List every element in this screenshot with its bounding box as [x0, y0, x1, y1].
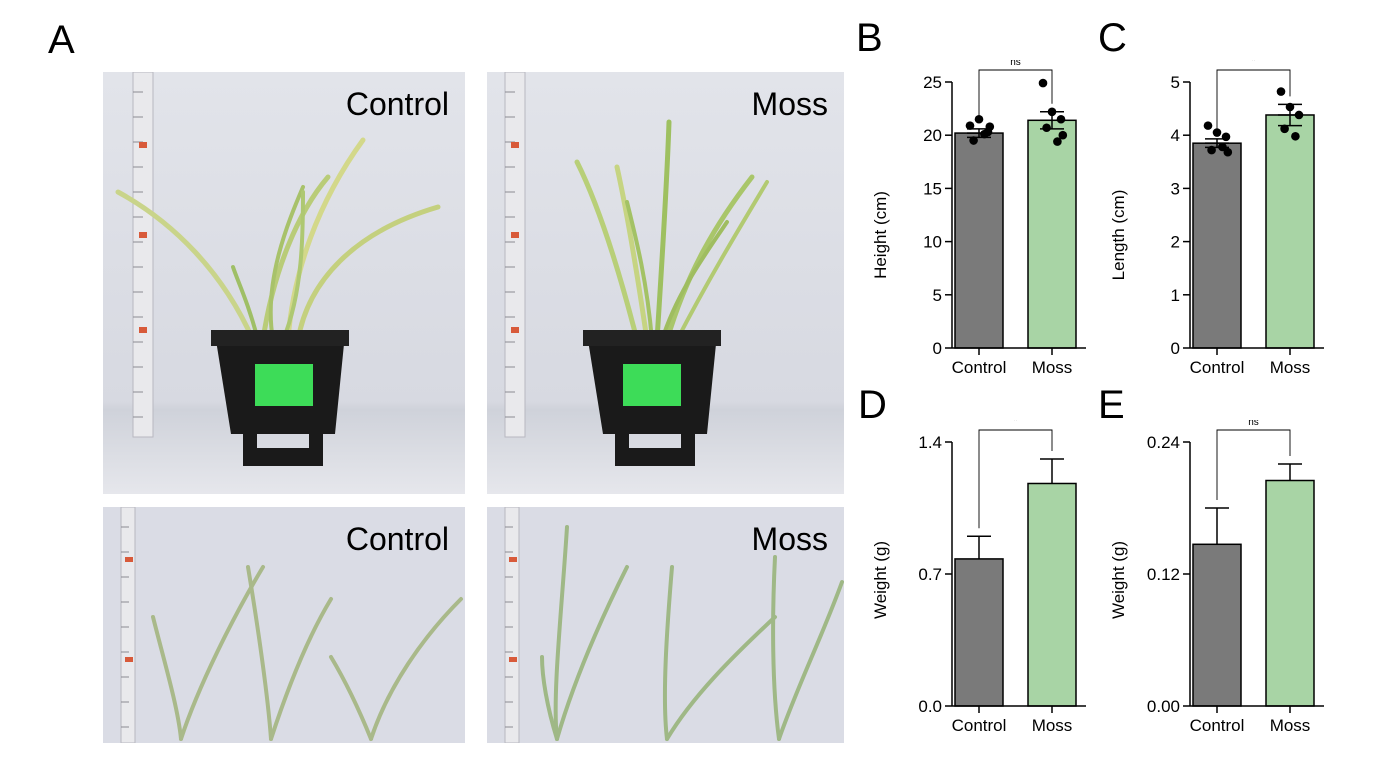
- chart-e-ytick-label: 0.00: [1147, 697, 1180, 716]
- control-tag: [255, 364, 313, 406]
- chart-c-point-control: [1207, 145, 1216, 155]
- chart-c-point-moss: [1280, 124, 1289, 134]
- chart-d-ytick-label: 0.0: [918, 697, 942, 716]
- chart-e-ytick-label: 0.24: [1147, 433, 1180, 452]
- chart-d-ylabel: Weight (g): [871, 541, 890, 619]
- chart-b-ytick-label: 25: [923, 73, 942, 92]
- chart-c-point-control: [1203, 121, 1213, 130]
- chart-b-ytick-label: 15: [923, 179, 942, 198]
- chart-b-point-moss: [1058, 130, 1068, 140]
- chart-b-point-control: [965, 121, 975, 130]
- chart-b-point-moss: [1053, 137, 1062, 146]
- panel-letter-b: B: [856, 16, 883, 60]
- moss-seedlings-illustration: [487, 507, 844, 743]
- chart-c-point-moss: [1294, 110, 1304, 120]
- chart-c-point-moss: [1276, 87, 1286, 96]
- moss-leaves: [574, 119, 769, 343]
- chart-c-point-control: [1223, 147, 1233, 157]
- chart-d-xtick-label-moss: Moss: [1032, 716, 1073, 735]
- chart-c-bar-control: [1192, 142, 1242, 349]
- chart-b-significance-label: ns: [1010, 60, 1021, 68]
- chart-b-height: 0 5 10 15 20 25 Control Moss ns Height (cm): [871, 60, 1086, 377]
- chart-b-point-control: [985, 122, 995, 131]
- chart-b-ytick-label: 10: [923, 233, 942, 252]
- chart-b-bar-control: [954, 132, 1004, 349]
- chart-b-ytick-label: 0: [933, 339, 942, 358]
- photo-moss-seedlings: Moss: [487, 507, 844, 743]
- chart-e-ylabel: Weight (g): [1109, 541, 1128, 619]
- chart-b-point-moss: [1056, 114, 1066, 124]
- chart-c-length: 0 1 2 3 4 5 Control Moss * Length (cm): [1109, 60, 1324, 377]
- chart-c-ytick-label: 3: [1171, 179, 1180, 198]
- chart-c-ytick-label: 1: [1171, 286, 1180, 305]
- chart-c-bar-moss: [1265, 114, 1315, 349]
- chart-c-point-moss: [1291, 131, 1300, 141]
- moss-tag: [623, 364, 681, 406]
- photo-label-control-seedlings: Control: [345, 521, 449, 557]
- chart-e-significance-label: ns: [1248, 420, 1259, 428]
- moss-seedling-leaves: [540, 525, 844, 741]
- panel-letter-a: A: [48, 18, 75, 62]
- chart-b-xtick-label-moss: Moss: [1032, 358, 1073, 377]
- chart-b-bar-moss: [1027, 119, 1077, 349]
- chart-b-point-moss: [1047, 107, 1057, 117]
- chart-e-bar-moss: [1265, 479, 1315, 707]
- photo-control-pot: Control: [103, 72, 465, 494]
- chart-c-ylabel: Length (cm): [1109, 190, 1128, 281]
- photo-label-control-pot: Control: [345, 86, 449, 122]
- photo-label-moss-pot: Moss: [751, 86, 828, 122]
- chart-c-significance-bracket: [1216, 69, 1291, 131]
- chart-c-point-control: [1218, 142, 1227, 152]
- chart-c-xtick-label-moss: Moss: [1270, 358, 1311, 377]
- panel-letter-d: D: [858, 383, 887, 427]
- chart-d-ytick-label: 1.4: [918, 433, 942, 452]
- ruler: [120, 507, 136, 743]
- ruler: [132, 72, 154, 438]
- panel-letter-c: C: [1098, 16, 1127, 60]
- chart-c-point-control: [1221, 132, 1231, 142]
- chart-d-bar-control: [954, 558, 1004, 707]
- chart-b-point-moss: [1038, 78, 1048, 88]
- photo-moss-pot: Moss: [487, 72, 844, 494]
- control-seedlings-illustration: [103, 507, 465, 743]
- chart-e-significance-bracket: [1216, 429, 1291, 500]
- chart-b-ytick-label: 5: [933, 286, 942, 305]
- chart-b-ylabel: Height (cm): [871, 191, 890, 279]
- chart-c-ytick-label: 5: [1171, 73, 1180, 92]
- chart-b-point-control: [969, 136, 978, 145]
- chart-b-point-control: [980, 129, 989, 139]
- chart-e-bar-control: [1192, 543, 1242, 707]
- chart-c-point-control: [1212, 128, 1222, 137]
- control-seedling-leaves: [151, 565, 463, 741]
- chart-d-significance-label: *: [1013, 420, 1019, 429]
- chart-c-xtick-label-control: Control: [1190, 358, 1245, 377]
- chart-e-ytick-label: 0.12: [1147, 565, 1180, 584]
- chart-b-point-moss: [1042, 123, 1051, 133]
- chart-e-xtick-label-control: Control: [1190, 716, 1245, 735]
- control-leaves: [115, 137, 441, 343]
- control-pot-illustration: [103, 72, 465, 494]
- panel-letter-e: E: [1098, 383, 1125, 427]
- chart-d-ytick-label: 0.7: [918, 565, 942, 584]
- ruler: [504, 72, 526, 438]
- moss-pot-illustration: [487, 72, 844, 494]
- photo-label-moss-seedlings: Moss: [751, 521, 828, 557]
- chart-c-point-moss: [1285, 102, 1295, 112]
- chart-c-ytick-label: 4: [1171, 126, 1180, 145]
- chart-c-ytick-label: 0: [1171, 339, 1180, 358]
- chart-e-weight: 0.00 0.12 0.24 Control Moss ns Weight (g): [1109, 420, 1324, 735]
- chart-c-ytick-label: 2: [1171, 233, 1180, 252]
- chart-b-significance-bracket: [978, 69, 1053, 121]
- chart-d-weight: 0.0 0.7 1.4 Control Moss * Weight (g): [871, 420, 1086, 735]
- ruler: [504, 507, 520, 743]
- chart-b-xtick-label-control: Control: [952, 358, 1007, 377]
- chart-d-bar-moss: [1027, 482, 1077, 707]
- chart-e-xtick-label-moss: Moss: [1270, 716, 1311, 735]
- chart-d-xtick-label-control: Control: [952, 716, 1007, 735]
- chart-b-ytick-label: 20: [923, 126, 942, 145]
- chart-d-significance-bracket: [978, 429, 1053, 529]
- chart-c-significance-label: *: [1251, 60, 1257, 69]
- photo-control-seedlings: Control: [103, 507, 465, 743]
